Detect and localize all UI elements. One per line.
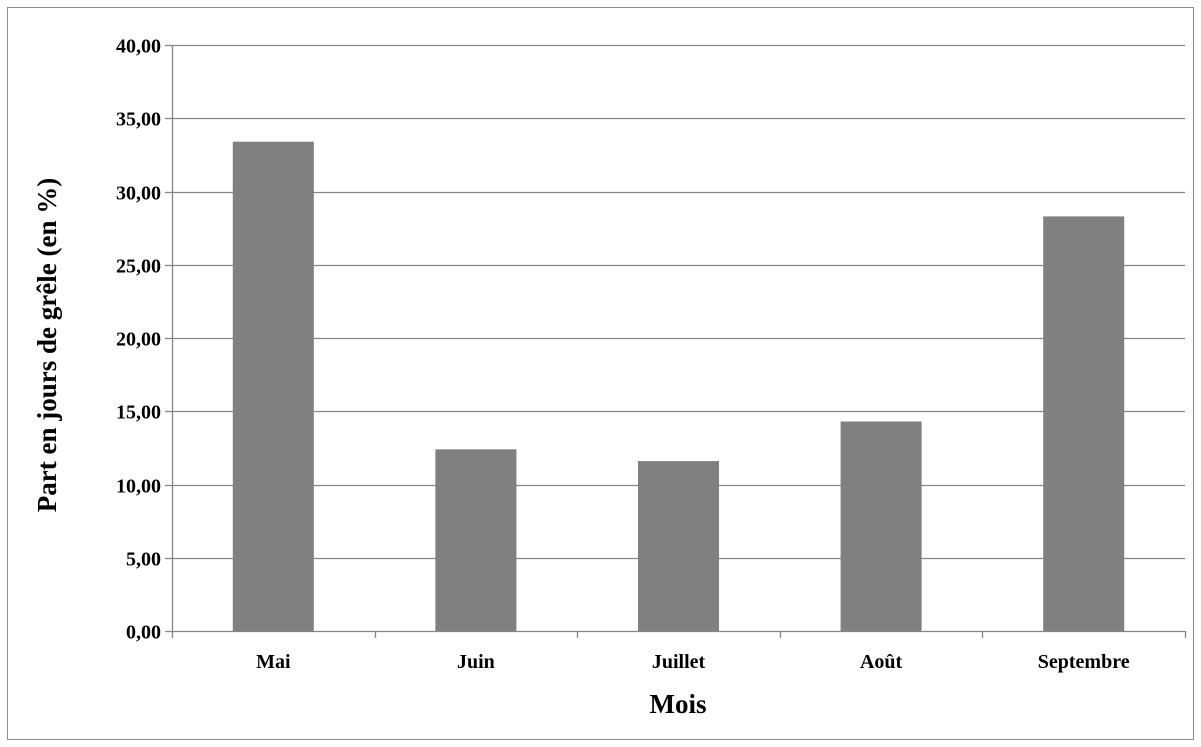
- y-tick-label: 30,00: [116, 183, 161, 205]
- y-tick-label: 25,00: [116, 256, 161, 278]
- bar-septembre: [1043, 216, 1125, 631]
- bar-août: [840, 421, 922, 631]
- x-tick-label: Septembre: [1038, 651, 1130, 673]
- gridlines: [172, 44, 1185, 560]
- axes: [165, 44, 1187, 638]
- y-tick-label: 20,00: [116, 329, 161, 351]
- chart-frame: [7, 7, 1194, 740]
- x-axis-title: Mois: [650, 689, 707, 719]
- x-tick-label: Août: [860, 651, 903, 673]
- y-tick-label: 35,00: [116, 109, 161, 131]
- y-tick-label: 40,00: [116, 36, 161, 58]
- y-tick-label: 10,00: [116, 476, 161, 498]
- tick-labels: 0,00 5,00 10,00 15,00 20,00 25,00 30,00 35,00 40…: [116, 36, 1130, 674]
- bar-juillet: [637, 461, 720, 631]
- y-tick-label: 0,00: [126, 622, 161, 644]
- bar-mai: [232, 141, 314, 631]
- bar-juin: [435, 449, 517, 631]
- y-axis-title: Part en jours de grêle (en %): [32, 178, 62, 512]
- y-tick-label: 15,00: [116, 402, 161, 424]
- x-tick-label: Juin: [457, 651, 495, 673]
- x-tick-label: Juillet: [652, 651, 706, 673]
- bars: [232, 141, 1125, 631]
- y-tick-label: 5,00: [126, 549, 161, 571]
- x-tick-label: Mai: [256, 651, 291, 673]
